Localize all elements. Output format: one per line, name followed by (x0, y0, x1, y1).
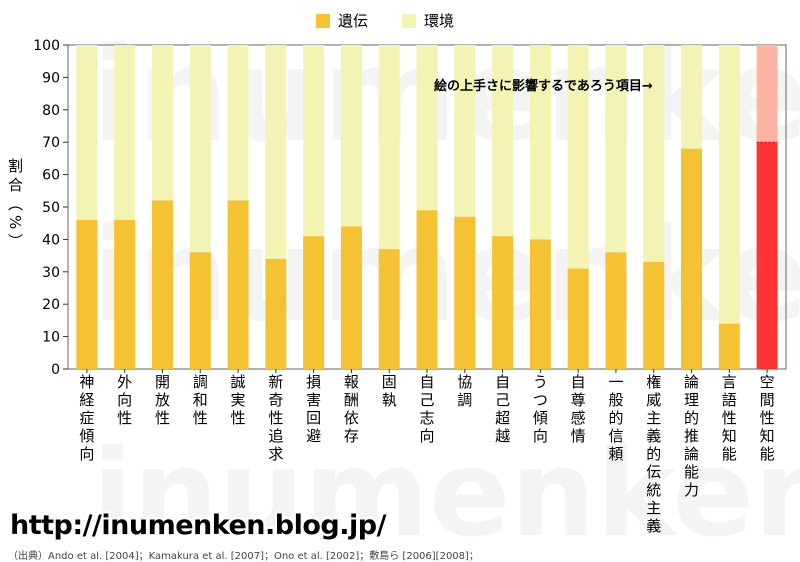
bar-environment (567, 45, 589, 269)
bar-heredity (756, 142, 778, 369)
x-tick-label: 外向性 (117, 373, 132, 427)
x-tick-label: 言語性知能 (722, 373, 737, 463)
y-tick-label: 10 (42, 330, 60, 346)
bar-heredity (529, 239, 551, 369)
bar-heredity (416, 210, 438, 369)
bar-heredity (303, 236, 325, 369)
x-tick-label: 協調 (457, 373, 472, 409)
y-tick-label: 80 (42, 103, 60, 119)
bar-heredity (605, 252, 627, 369)
x-tick-label: 自己超越 (495, 373, 510, 445)
bar-heredity (189, 252, 211, 369)
bar-environment (151, 45, 173, 201)
bar-environment (227, 45, 249, 201)
legend-item-environment: 環境 (402, 10, 454, 31)
x-tick-label: 一般的信頼 (608, 373, 623, 463)
bar-heredity (681, 148, 703, 369)
x-tick-label: うつ傾向 (533, 373, 548, 445)
bar-heredity (340, 226, 362, 369)
bar-environment (454, 45, 476, 217)
y-tick-label: 50 (42, 200, 60, 216)
bar-heredity (265, 258, 287, 369)
x-tick-label: 調和性 (193, 373, 208, 427)
source-citation: （出典）Ando et al. [2004]；Kamakura et al. [… (8, 551, 479, 562)
bar-heredity (567, 268, 589, 369)
x-tick-label: 開放性 (155, 373, 170, 427)
x-tick-label: 報酬依存 (344, 373, 359, 445)
legend-label-heredity: 遺伝 (338, 12, 369, 30)
x-tick-label: 空間性知能 (760, 373, 775, 463)
bar-environment (189, 45, 211, 253)
bar-environment (529, 45, 551, 240)
bar-heredity (227, 200, 249, 369)
bar-environment (340, 45, 362, 227)
bar-heredity (76, 219, 98, 369)
watermark-text: inumenken (92, 425, 800, 560)
bar-environment (265, 45, 287, 259)
y-tick-label: 40 (42, 232, 60, 248)
bar-environment (114, 45, 136, 220)
bar-environment (756, 45, 778, 143)
bar-environment (76, 45, 98, 220)
bar-heredity (454, 216, 476, 369)
y-tick-label: 60 (42, 168, 60, 184)
annotation: 絵の上手さに影響するであろう項目→ (434, 79, 653, 94)
bar-environment (718, 45, 740, 324)
x-tick-label: 損害回避 (306, 373, 321, 445)
x-tick-label: 固執 (382, 373, 397, 409)
y-tick-label: 90 (42, 70, 60, 86)
bar-environment (492, 45, 514, 237)
bar-environment (416, 45, 438, 211)
x-tick-label: 誠実性 (231, 373, 246, 427)
bar-heredity (151, 200, 173, 369)
y-tick-label: 20 (42, 297, 60, 313)
legend-swatch-heredity (316, 13, 330, 28)
legend: 遺伝 環境 (316, 10, 454, 31)
legend-swatch-environment (402, 13, 417, 28)
bar-environment (378, 45, 400, 250)
bar-environment (605, 45, 627, 253)
bar-heredity (114, 219, 136, 369)
x-tick-label: 神経症傾向 (79, 373, 94, 463)
y-tick-label: 70 (42, 135, 60, 151)
x-tick-label: 権威主義的伝統主義 (646, 373, 661, 535)
x-tick-label: 自尊感情 (571, 373, 586, 445)
x-tick-label: 論理的推論能力 (684, 373, 699, 499)
x-tick-label: 新奇性追求 (268, 373, 283, 463)
bar-heredity (492, 236, 514, 369)
legend-label-environment: 環境 (424, 12, 455, 30)
blog-url: http://inumenken.blog.jp/ (10, 510, 386, 541)
y-tick-label: 0 (51, 362, 60, 378)
bar-environment (643, 45, 665, 263)
y-tick-label: 100 (33, 38, 60, 54)
legend-item-heredity: 遺伝 (316, 10, 368, 31)
x-tick-label: 自己志向 (419, 373, 434, 445)
bar-environment (303, 45, 325, 237)
bar-heredity (718, 323, 740, 369)
bar-heredity (643, 262, 665, 369)
bar-heredity (378, 249, 400, 369)
y-tick-label: 30 (42, 265, 60, 281)
y-axis-label: 割合（%） (6, 158, 24, 253)
bar-environment (681, 45, 703, 149)
